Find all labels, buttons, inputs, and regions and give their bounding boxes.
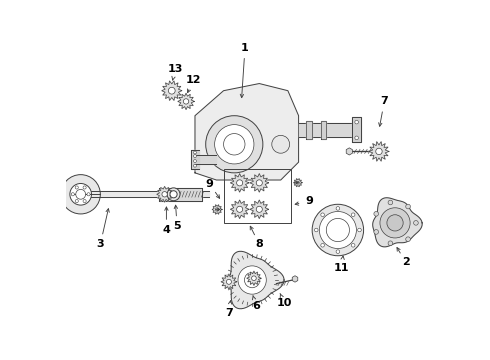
Circle shape bbox=[380, 208, 410, 238]
Polygon shape bbox=[294, 179, 302, 187]
Text: 2: 2 bbox=[402, 257, 410, 267]
Polygon shape bbox=[346, 148, 352, 155]
Text: 6: 6 bbox=[252, 301, 260, 311]
Circle shape bbox=[216, 208, 219, 211]
Circle shape bbox=[194, 151, 196, 154]
Polygon shape bbox=[195, 84, 298, 180]
Circle shape bbox=[194, 155, 196, 157]
Circle shape bbox=[387, 215, 403, 231]
Text: 13: 13 bbox=[168, 64, 183, 74]
Bar bbox=[223, 169, 292, 223]
Polygon shape bbox=[250, 174, 269, 192]
Circle shape bbox=[238, 266, 266, 294]
Circle shape bbox=[272, 135, 290, 153]
Circle shape bbox=[76, 189, 86, 199]
Circle shape bbox=[319, 211, 356, 248]
Circle shape bbox=[351, 243, 355, 247]
Polygon shape bbox=[250, 200, 269, 219]
Polygon shape bbox=[230, 200, 249, 219]
Circle shape bbox=[245, 272, 260, 288]
Circle shape bbox=[170, 191, 177, 198]
Text: 10: 10 bbox=[277, 298, 292, 308]
Text: 8: 8 bbox=[255, 239, 263, 249]
Circle shape bbox=[388, 241, 392, 246]
Polygon shape bbox=[247, 271, 261, 285]
Text: 12: 12 bbox=[185, 75, 201, 85]
Circle shape bbox=[61, 175, 100, 214]
Circle shape bbox=[336, 207, 340, 210]
Polygon shape bbox=[373, 198, 422, 247]
Polygon shape bbox=[292, 276, 298, 282]
Circle shape bbox=[167, 188, 180, 201]
Circle shape bbox=[194, 164, 196, 167]
Text: 7: 7 bbox=[380, 96, 388, 107]
Circle shape bbox=[237, 206, 243, 212]
Circle shape bbox=[83, 199, 86, 203]
Polygon shape bbox=[212, 205, 222, 214]
Circle shape bbox=[251, 276, 256, 280]
Circle shape bbox=[388, 200, 392, 205]
Circle shape bbox=[215, 125, 254, 164]
Polygon shape bbox=[162, 81, 182, 100]
Circle shape bbox=[355, 136, 358, 140]
Circle shape bbox=[75, 186, 78, 189]
Circle shape bbox=[336, 250, 340, 253]
Circle shape bbox=[71, 193, 74, 196]
Circle shape bbox=[237, 180, 243, 186]
Circle shape bbox=[256, 180, 262, 186]
Circle shape bbox=[183, 99, 189, 104]
Circle shape bbox=[374, 211, 379, 216]
Polygon shape bbox=[298, 123, 352, 137]
Circle shape bbox=[194, 159, 196, 162]
Polygon shape bbox=[229, 251, 284, 309]
Circle shape bbox=[321, 213, 324, 216]
Circle shape bbox=[358, 228, 361, 232]
Circle shape bbox=[374, 230, 379, 234]
Polygon shape bbox=[230, 174, 249, 192]
Circle shape bbox=[169, 87, 175, 94]
Circle shape bbox=[414, 221, 418, 225]
Circle shape bbox=[70, 184, 92, 205]
Polygon shape bbox=[221, 274, 237, 290]
Polygon shape bbox=[159, 188, 202, 201]
Circle shape bbox=[83, 186, 86, 189]
Circle shape bbox=[406, 237, 411, 242]
Text: 9: 9 bbox=[205, 179, 213, 189]
Polygon shape bbox=[157, 186, 172, 202]
Circle shape bbox=[223, 134, 245, 155]
Text: 11: 11 bbox=[334, 262, 349, 273]
Circle shape bbox=[87, 193, 90, 196]
Circle shape bbox=[326, 219, 349, 242]
Circle shape bbox=[256, 206, 262, 212]
Circle shape bbox=[162, 192, 167, 197]
Polygon shape bbox=[195, 155, 217, 164]
Circle shape bbox=[75, 199, 78, 203]
Circle shape bbox=[296, 181, 299, 184]
Polygon shape bbox=[192, 150, 198, 169]
Polygon shape bbox=[178, 93, 194, 110]
Polygon shape bbox=[321, 121, 326, 139]
Text: 3: 3 bbox=[97, 239, 104, 249]
Text: 5: 5 bbox=[173, 221, 181, 231]
Circle shape bbox=[355, 120, 358, 124]
Polygon shape bbox=[352, 117, 361, 143]
Polygon shape bbox=[74, 192, 209, 197]
Circle shape bbox=[206, 116, 263, 173]
Text: 1: 1 bbox=[241, 43, 249, 53]
Text: 7: 7 bbox=[225, 308, 233, 318]
Polygon shape bbox=[369, 142, 389, 161]
Circle shape bbox=[406, 204, 411, 209]
Circle shape bbox=[321, 243, 324, 247]
Circle shape bbox=[351, 213, 355, 216]
Text: 4: 4 bbox=[163, 225, 171, 235]
Circle shape bbox=[315, 228, 318, 232]
Circle shape bbox=[312, 204, 364, 256]
Circle shape bbox=[376, 148, 382, 155]
Circle shape bbox=[226, 279, 231, 284]
Polygon shape bbox=[306, 121, 312, 139]
Text: 9: 9 bbox=[305, 197, 313, 206]
